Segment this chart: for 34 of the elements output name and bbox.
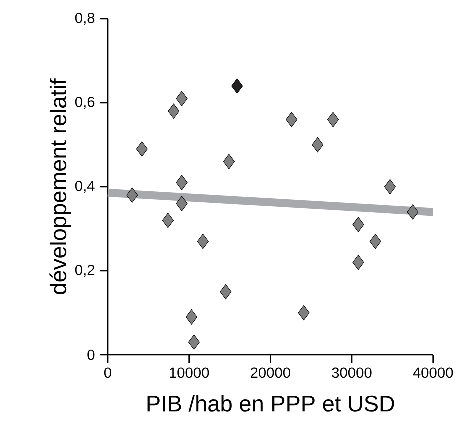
x-tick-label: 30000 (332, 368, 372, 378)
point (370, 234, 382, 250)
x-tick-label: 0 (104, 368, 112, 378)
y-tick-label: 0,8 (75, 12, 95, 26)
point (176, 175, 188, 190)
point (384, 179, 396, 195)
point (407, 204, 419, 220)
point (220, 284, 232, 300)
point (186, 310, 198, 325)
point (352, 217, 364, 232)
y-tick-label: 0,6 (75, 96, 95, 110)
point (352, 255, 364, 270)
point (223, 154, 235, 170)
x-tick-label: 10000 (170, 368, 210, 378)
point (328, 112, 340, 128)
x-tick-label: 20000 (251, 368, 290, 378)
y-tick-label: 0,4 (75, 180, 95, 194)
point (168, 104, 180, 120)
y-tick-label: 0 (88, 350, 95, 360)
y-tick-label: 0,2 (75, 264, 95, 278)
point (298, 305, 310, 321)
point (162, 213, 174, 228)
point (136, 142, 148, 157)
point (188, 334, 200, 350)
point (197, 234, 209, 250)
point (126, 188, 138, 204)
x-axis-title: PIB /hab en PPP et USD (148, 395, 394, 412)
point (176, 91, 188, 106)
point (286, 112, 298, 128)
y-axis-title: développement relatif (50, 78, 72, 294)
point (176, 196, 188, 212)
point (312, 137, 324, 153)
x-tick-label: 40000 (413, 368, 454, 378)
point (232, 78, 244, 94)
